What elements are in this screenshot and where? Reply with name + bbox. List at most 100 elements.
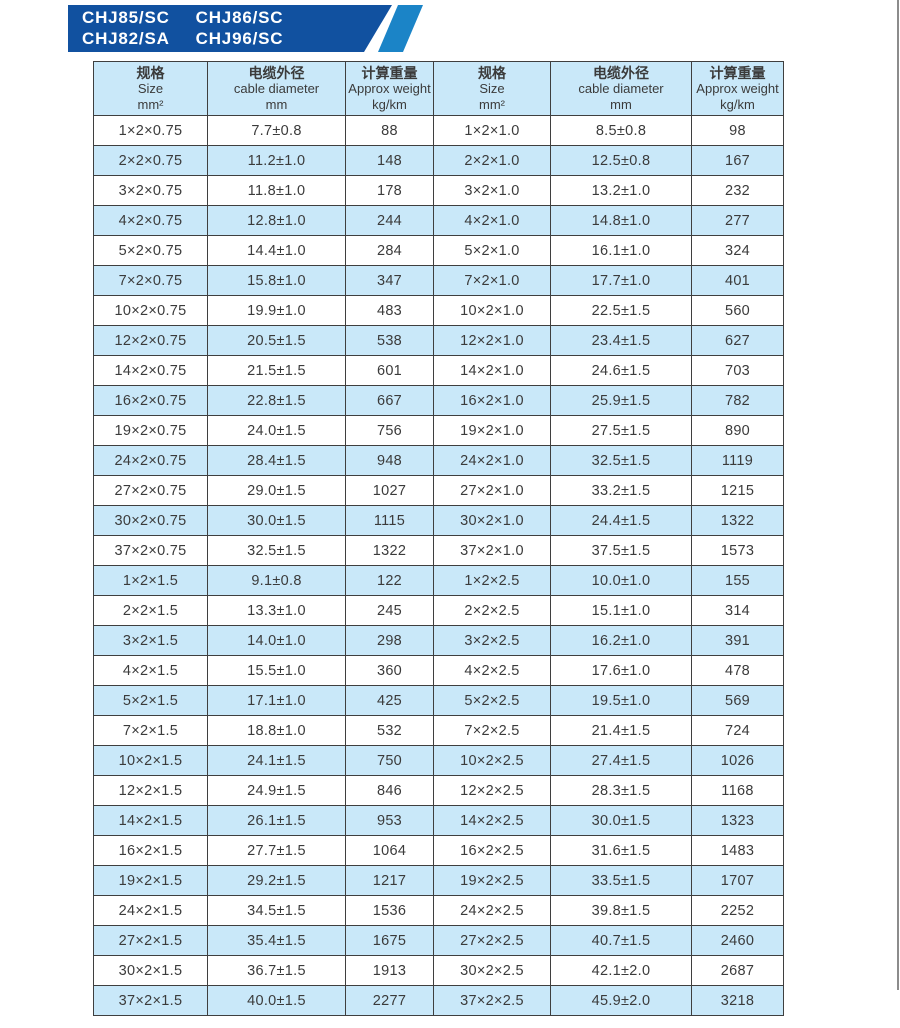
table-cell: 1323	[691, 805, 784, 836]
table-cell: 148	[345, 145, 434, 176]
table-cell: 24×2×1.5	[93, 895, 208, 926]
table-cell: 37×2×0.75	[93, 535, 208, 566]
table-cell: 667	[345, 385, 434, 416]
table-cell: 14.0±1.0	[207, 625, 346, 656]
table-cell: 8.5±0.8	[550, 115, 692, 146]
table-cell: 24×2×1.0	[433, 445, 551, 476]
table-cell: 347	[345, 265, 434, 296]
table-cell: 31.6±1.5	[550, 835, 692, 866]
table-cell: 4×2×1.5	[93, 655, 208, 686]
model-code: CHJ85/SC	[82, 8, 170, 27]
table-cell: 27×2×1.5	[93, 925, 208, 956]
table-cell: 10×2×1.0	[433, 295, 551, 326]
table-cell: 1536	[345, 895, 434, 926]
table-cell: 30.0±1.5	[207, 505, 346, 536]
table-cell: 2×2×1.5	[93, 595, 208, 626]
table-row: 37×2×0.75 32.5±1.5 1322 37×2×1.0 37.5±1.5 157…	[93, 535, 784, 566]
table-cell: 32.5±1.5	[550, 445, 692, 476]
table-cell: 1322	[691, 505, 784, 536]
table-cell: 13.3±1.0	[207, 595, 346, 626]
table-cell: 1027	[345, 475, 434, 506]
table-row: 5×2×1.5 17.1±1.0 425 5×2×2.5 19.5±1.0 569	[93, 685, 784, 716]
table-cell: 3×2×1.0	[433, 175, 551, 206]
header-cn: 计算重量	[709, 64, 766, 81]
table-cell: 29.2±1.5	[207, 865, 346, 896]
table-cell: 19×2×1.0	[433, 415, 551, 446]
table-row: 3×2×0.75 11.8±1.0 178 3×2×1.0 13.2±1.0 232	[93, 175, 784, 206]
table-row: 37×2×1.5 40.0±1.5 2277 37×2×2.5 45.9±2.0 3218	[93, 985, 784, 1016]
table-cell: 4×2×2.5	[433, 655, 551, 686]
table-cell: 1064	[345, 835, 434, 866]
header-unit: mm²	[479, 96, 505, 112]
table-cell: 1322	[345, 535, 434, 566]
table-cell: 483	[345, 295, 434, 326]
table-cell: 360	[345, 655, 434, 686]
table-cell: 13.2±1.0	[550, 175, 692, 206]
table-cell: 12×2×1.5	[93, 775, 208, 806]
table-cell: 26.1±1.5	[207, 805, 346, 836]
table-row: 5×2×0.75 14.4±1.0 284 5×2×1.0 16.1±1.0 324	[93, 235, 784, 266]
table-row: 4×2×1.5 15.5±1.0 360 4×2×2.5 17.6±1.0 478	[93, 655, 784, 686]
table-row: 30×2×1.5 36.7±1.5 1913 30×2×2.5 42.1±2.0 2687	[93, 955, 784, 986]
table-cell: 284	[345, 235, 434, 266]
table-cell: 33.2±1.5	[550, 475, 692, 506]
table-cell: 178	[345, 175, 434, 206]
table-row: 19×2×1.5 29.2±1.5 1217 19×2×2.5 33.5±1.5 1707	[93, 865, 784, 896]
table-row: 7×2×0.75 15.8±1.0 347 7×2×1.0 17.7±1.0 401	[93, 265, 784, 296]
table-cell: 25.9±1.5	[550, 385, 692, 416]
table-cell: 16×2×0.75	[93, 385, 208, 416]
table-cell: 27×2×1.0	[433, 475, 551, 506]
header-unit: mm	[265, 96, 288, 112]
model-code: CHJ86/SC	[195, 8, 284, 27]
table-cell: 17.1±1.0	[207, 685, 346, 716]
table-header-row: 规格 Size mm² 电缆外径 cable diameter mm 计算重量 …	[93, 61, 784, 116]
table-cell: 2×2×2.5	[433, 595, 551, 626]
table-cell: 19.5±1.0	[550, 685, 692, 716]
table-cell: 30×2×1.5	[93, 955, 208, 986]
col-header-diameter-right: 电缆外径 cable diameter mm	[550, 61, 692, 116]
table-cell: 21.4±1.5	[550, 715, 692, 746]
table-row: 1×2×0.75 7.7±0.8 88 1×2×1.0 8.5±0.8 98	[93, 115, 784, 146]
table-row: 19×2×0.75 24.0±1.5 756 19×2×1.0 27.5±1.5 890	[93, 415, 784, 446]
header-en: cable diameter	[578, 80, 664, 96]
table-cell: 948	[345, 445, 434, 476]
table-cell: 14×2×1.5	[93, 805, 208, 836]
table-row: 27×2×1.5 35.4±1.5 1675 27×2×2.5 40.7±1.5 2460	[93, 925, 784, 956]
table-cell: 30.0±1.5	[550, 805, 692, 836]
table-cell: 22.8±1.5	[207, 385, 346, 416]
table-cell: 11.8±1.0	[207, 175, 346, 206]
header-en: Size	[479, 80, 505, 96]
table-cell: 4×2×1.0	[433, 205, 551, 236]
table-cell: 14×2×2.5	[433, 805, 551, 836]
table-row: 12×2×1.5 24.9±1.5 846 12×2×2.5 28.3±1.5 1168	[93, 775, 784, 806]
table-header: 规格 Size mm² 电缆外径 cable diameter mm 计算重量 …	[93, 61, 784, 116]
table-cell: 167	[691, 145, 784, 176]
table-cell: 7×2×1.0	[433, 265, 551, 296]
table-cell: 1913	[345, 955, 434, 986]
table-cell: 7×2×1.5	[93, 715, 208, 746]
table-cell: 890	[691, 415, 784, 446]
table-cell: 1×2×2.5	[433, 565, 551, 596]
table-cell: 7.7±0.8	[207, 115, 346, 146]
table-cell: 1×2×0.75	[93, 115, 208, 146]
table-cell: 324	[691, 235, 784, 266]
table-cell: 3×2×2.5	[433, 625, 551, 656]
header-en: Approx weight	[696, 80, 779, 96]
table-row: 16×2×0.75 22.8±1.5 667 16×2×1.0 25.9±1.5 782	[93, 385, 784, 416]
table-cell: 27.4±1.5	[550, 745, 692, 776]
table-cell: 37×2×2.5	[433, 985, 551, 1016]
table-cell: 1168	[691, 775, 784, 806]
table-cell: 12.8±1.0	[207, 205, 346, 236]
table-cell: 37×2×1.0	[433, 535, 551, 566]
table-cell: 9.1±0.8	[207, 565, 346, 596]
table-cell: 30×2×2.5	[433, 955, 551, 986]
header-cn: 计算重量	[361, 64, 418, 81]
table-cell: 5×2×2.5	[433, 685, 551, 716]
table-cell: 953	[345, 805, 434, 836]
table-cell: 27.7±1.5	[207, 835, 346, 866]
table-cell: 12×2×0.75	[93, 325, 208, 356]
table-cell: 425	[345, 685, 434, 716]
table-cell: 7×2×2.5	[433, 715, 551, 746]
table-cell: 27.5±1.5	[550, 415, 692, 446]
model-code: CHJ96/SC	[195, 28, 284, 48]
